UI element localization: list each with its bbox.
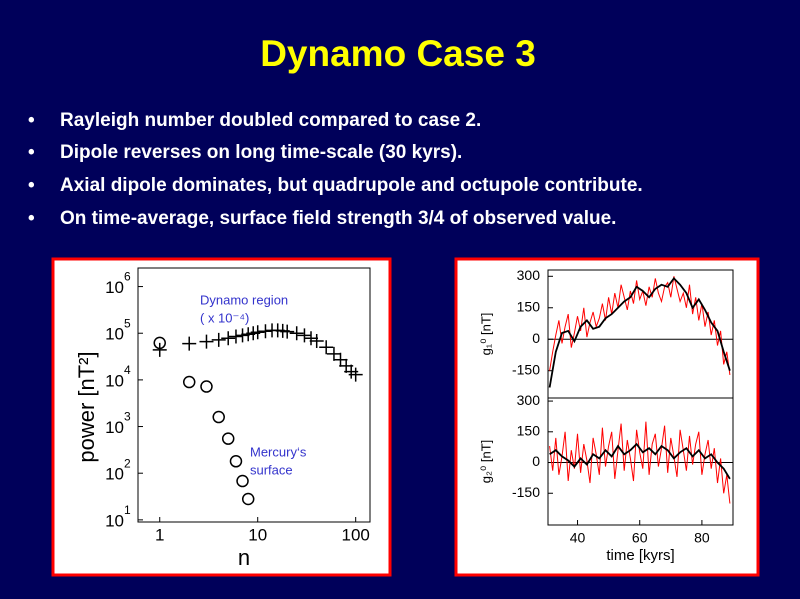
bullet-dot: • [28, 142, 35, 163]
y-tick-label: 10 [105, 278, 124, 297]
plus-marker [333, 352, 348, 367]
y-tick-label: -150 [512, 361, 540, 377]
plot-area [152, 323, 363, 506]
annotation: Mercury‘s [250, 444, 307, 459]
circle-marker [229, 455, 243, 468]
x-tick-label: 80 [694, 530, 710, 546]
y-axis-label: g₁⁰ [nT] [478, 313, 493, 356]
x-tick-label: 10 [248, 525, 267, 544]
plus-marker [250, 325, 265, 340]
bullet-dot: • [28, 175, 35, 196]
circle-marker [182, 375, 196, 389]
y-tick-exponent: 4 [124, 363, 131, 377]
plus-marker [304, 331, 319, 346]
x-tick-label: 1 [155, 525, 164, 544]
y-tick-label: 10 [105, 511, 124, 530]
y-tick-exponent: 2 [124, 456, 131, 470]
y-tick-label: -150 [512, 484, 540, 500]
circle-marker [221, 432, 235, 445]
y-tick-label: 10 [105, 418, 124, 437]
x-axis-label: time [kyrs] [606, 547, 674, 564]
y-tick-label: 10 [105, 371, 124, 390]
plus-marker [211, 332, 226, 347]
plot-area [548, 276, 731, 388]
y-axis-label: g₂⁰ [nT] [478, 440, 493, 484]
slide-title: Dynamo Case 3 [260, 33, 536, 74]
y-tick-label: 150 [517, 298, 541, 314]
plus-marker [182, 336, 197, 351]
plus-marker [297, 328, 312, 343]
bullet: On time-average, surface field strength … [60, 208, 616, 229]
circle-marker [236, 474, 249, 488]
plus-marker [326, 346, 341, 361]
plus-marker [199, 334, 214, 349]
series-line [549, 442, 731, 480]
y-tick-label: 10 [105, 465, 124, 484]
plus-marker [280, 324, 295, 339]
circle-marker [212, 410, 225, 424]
plus-marker [221, 331, 236, 346]
plot-frame [137, 267, 371, 523]
y-tick-label: 10 [105, 325, 124, 344]
bullet: Axial dipole dominates, but quadrupole a… [60, 175, 643, 196]
plot-area [549, 421, 731, 504]
annotation: surface [250, 462, 293, 477]
x-axis-label: n [238, 545, 250, 570]
series-line [549, 276, 731, 375]
y-tick-label: 0 [532, 330, 540, 346]
plot-frame [547, 397, 734, 526]
y-tick-exponent: 5 [124, 316, 131, 330]
plus-marker [152, 342, 167, 357]
x-tick-label: 60 [632, 530, 648, 546]
y-tick-label: 0 [532, 453, 540, 469]
bullet-dot: • [28, 110, 35, 131]
annotation: Dynamo region [200, 292, 288, 307]
bullet: Dipole reverses on long time-scale (30 k… [60, 142, 462, 163]
y-tick-exponent: 1 [124, 503, 131, 517]
x-tick-label: 100 [341, 525, 369, 544]
plus-marker [319, 340, 334, 355]
y-tick-label: 300 [517, 267, 541, 283]
plus-marker [258, 324, 273, 339]
y-tick-exponent: 3 [124, 410, 131, 424]
y-tick-label: 150 [517, 423, 541, 439]
circle-marker [200, 380, 213, 393]
circle-marker [241, 492, 255, 506]
y-axis-label: power [nT²] [74, 351, 99, 462]
plus-marker [348, 367, 363, 382]
bullet: Rayleigh number doubled compared to case… [60, 110, 481, 131]
y-tick-exponent: 6 [124, 270, 131, 284]
y-tick-label: 300 [517, 392, 541, 408]
plus-marker [235, 328, 250, 343]
plus-marker [309, 334, 324, 349]
series-line [548, 277, 731, 388]
plus-marker [289, 326, 304, 341]
x-tick-label: 40 [570, 530, 586, 546]
annotation: ( x 10⁻⁴) [200, 310, 249, 325]
bullet-dot: • [28, 208, 35, 229]
plus-marker [228, 329, 243, 344]
